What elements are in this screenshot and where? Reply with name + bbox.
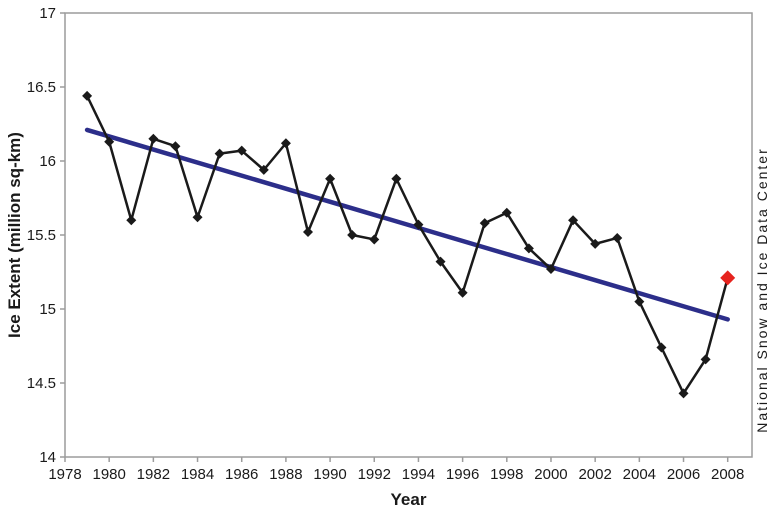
data-point-1982 — [148, 133, 159, 144]
data-point-2007 — [700, 354, 711, 365]
data-point-2000 — [545, 264, 556, 275]
y-tick-label: 16 — [39, 153, 56, 170]
data-point-1999 — [523, 243, 534, 254]
x-tick-label: 1980 — [92, 466, 125, 483]
x-tick-label: 1996 — [446, 466, 479, 483]
y-tick-label: 14.5 — [27, 375, 56, 392]
x-tick-label: 1994 — [402, 466, 435, 483]
y-tick-label: 15.5 — [27, 227, 56, 244]
x-tick-label: 1988 — [269, 466, 302, 483]
x-tick-label: 1990 — [313, 466, 346, 483]
x-tick-label: 1984 — [181, 466, 214, 483]
data-point-2004 — [634, 296, 645, 307]
x-tick-label: 1978 — [48, 466, 81, 483]
x-tick-label: 2006 — [667, 466, 700, 483]
y-tick-label: 17 — [39, 5, 56, 22]
data-line — [85, 95, 729, 395]
trend-line — [84, 127, 730, 322]
data-point-1993 — [391, 173, 402, 184]
x-axis-title: Year — [390, 490, 427, 509]
x-tick-label: 1992 — [358, 466, 391, 483]
data-point-1994 — [413, 219, 424, 230]
x-tick-label: 1986 — [225, 466, 258, 483]
data-point-1992 — [369, 234, 380, 245]
data-point-1997 — [479, 218, 490, 229]
data-point-1981 — [126, 215, 137, 226]
data-point-1987 — [258, 164, 269, 175]
source-attribution-label: National Snow and Ice Data Center — [754, 147, 770, 433]
data-point-1998 — [501, 207, 512, 218]
data-point-2003 — [612, 232, 623, 243]
data-point-1995 — [435, 256, 446, 267]
data-point-2001 — [568, 215, 579, 226]
highlight-point-2008 — [720, 270, 736, 286]
y-axis-title: Ice Extent (million sq-km) — [5, 132, 24, 338]
data-point-1980 — [104, 136, 115, 147]
plot-border — [64, 12, 753, 458]
y-tick-label: 15 — [39, 301, 56, 318]
x-tick-label: 2008 — [711, 466, 744, 483]
data-point-2002 — [590, 238, 601, 249]
data-point-1990 — [325, 173, 336, 184]
x-tick-label: 2002 — [578, 466, 611, 483]
y-tick-label: 16.5 — [27, 79, 56, 96]
data-point-1991 — [347, 230, 358, 240]
data-point-1983 — [170, 141, 181, 152]
data-point-1996 — [457, 287, 468, 298]
data-point-1985 — [214, 148, 225, 159]
data-point-1989 — [302, 227, 313, 238]
data-point-1984 — [192, 212, 203, 223]
data-point-1979 — [82, 90, 93, 101]
x-tick-label: 2004 — [623, 466, 656, 483]
x-tick-label: 1982 — [137, 466, 170, 483]
data-point-1988 — [280, 138, 291, 149]
x-tick-label: 1998 — [490, 466, 523, 483]
x-tick-label: 2000 — [534, 466, 567, 483]
y-tick-label: 14 — [39, 449, 56, 466]
data-point-2006 — [678, 388, 689, 399]
data-point-2005 — [656, 342, 667, 353]
data-point-1986 — [236, 145, 247, 156]
